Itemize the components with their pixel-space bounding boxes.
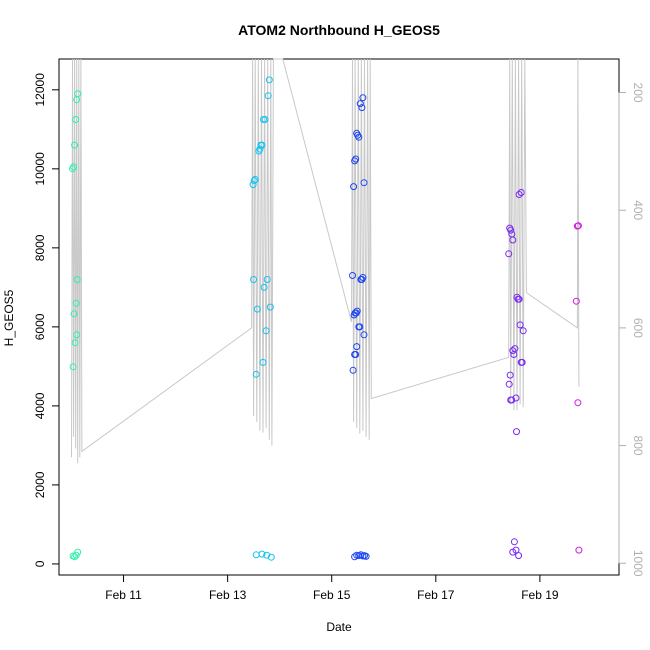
data-point [359,274,367,281]
x-tick-label: Feb 15 [313,588,351,602]
x-tick-label: Feb 17 [417,588,455,602]
data-point [74,548,82,556]
data-point [509,347,517,355]
data-point [350,183,358,191]
data-point [258,141,266,149]
data-point [353,307,361,315]
data-point [69,363,77,371]
pressure-trace-layer [71,58,580,464]
data-point [359,94,367,102]
data-point [507,226,515,234]
data-point [519,327,527,335]
y-tick-label: 10000 [33,152,47,186]
data-point [512,394,520,402]
data-point [351,553,359,561]
data-point [263,276,271,283]
data-point [267,553,275,561]
y-tick-label: 12000 [33,73,47,107]
data-point [251,176,259,183]
right-tick-label: 800 [631,436,645,456]
right-tick-label: 400 [631,200,645,220]
data-point [362,552,370,560]
data-point [349,272,356,279]
data-point [72,299,80,307]
right-tick-label: 200 [631,83,645,103]
data-point [70,310,78,318]
data-point [508,396,516,404]
y-axis-label: H_GEOS5 [2,289,16,346]
data-point [515,295,523,303]
data-point [516,321,524,329]
right-tick-label: 600 [631,318,645,338]
data-point [505,250,513,258]
data-point [515,552,523,560]
data-point [71,553,79,561]
data-point [70,163,78,171]
data-point [250,177,258,185]
data-point [262,327,270,335]
pressure-trace-line [71,58,580,464]
data-point [260,283,268,291]
x-axis-label: Date [326,620,352,634]
data-point [572,297,580,305]
data-point [72,116,80,123]
x-tick-label: Feb 19 [521,588,559,602]
data-point [355,133,363,141]
data-point [575,546,583,554]
data-point [352,351,360,358]
data-point [252,551,260,559]
axes-layer: Feb 11 Feb 13 Feb 15 Feb 17 Feb 19 0 2000 4000 6… [33,73,645,602]
y-tick-label: 8000 [33,234,47,261]
plot-frame [58,58,620,576]
data-point [356,323,364,331]
data-point [71,141,79,149]
data-point [512,546,520,554]
data-point [264,92,272,100]
chart-title: ATOM2 Northbound H_GEOS5 [238,22,440,38]
data-point [73,331,81,339]
data-point [509,236,517,244]
data-point [510,538,518,546]
data-point [266,303,274,311]
y-tick-label: 6000 [33,313,47,340]
y-tick-label: 4000 [33,392,47,419]
data-point [515,191,523,198]
data-point [74,90,82,98]
data-point [352,155,360,163]
data-point [253,305,261,313]
data-point [360,331,368,339]
data-point [517,189,525,196]
data-point [513,428,520,436]
data-point [73,276,81,283]
data-point [256,145,264,153]
x-tick-label: Feb 11 [105,588,142,602]
data-point [353,343,361,351]
right-tick-label: 1000 [631,550,645,577]
data-point [574,222,582,230]
data-point [518,358,526,366]
data-point [511,345,519,353]
points-layer [69,76,583,561]
data-point [358,104,366,112]
data-point [71,339,79,347]
data-point [349,366,357,374]
data-point [505,380,513,388]
data-point [252,370,260,378]
y-tick-label: 0 [33,560,47,567]
data-point [265,76,273,84]
data-point [360,179,368,187]
data-point [506,371,514,379]
x-tick-label: Feb 13 [209,588,247,602]
data-point [250,276,258,283]
data-point [263,551,271,559]
data-point [574,399,582,407]
data-point [261,116,269,123]
y-tick-label: 2000 [33,471,47,498]
data-point [258,550,266,558]
data-point [356,100,364,108]
data-point [259,358,267,366]
